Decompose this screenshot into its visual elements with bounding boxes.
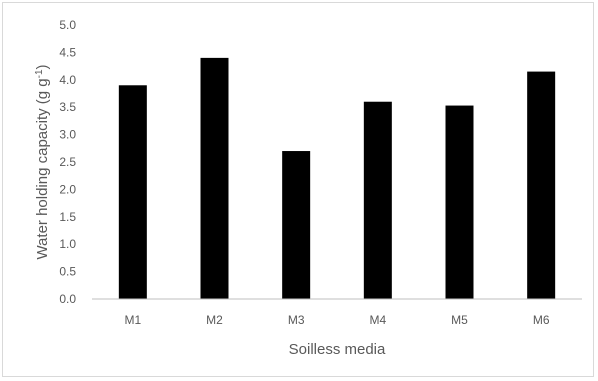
y-axis-ticks: 0.0 0.5 1.0 1.5 2.0 2.5 3.0 3.5 4.0 4.5 5.0 — [59, 18, 76, 306]
y-tick-label: 0.5 — [59, 265, 76, 279]
y-tick-label: 0.0 — [59, 292, 76, 306]
y-axis-title: Water holding capacity (g g-1) — [34, 64, 52, 259]
y-axis-title-main: Water holding capacity (g g — [34, 78, 51, 259]
y-tick-label: 2.5 — [59, 155, 76, 169]
bar-m6 — [527, 71, 556, 299]
bar-m5 — [445, 105, 474, 299]
bars — [118, 57, 556, 299]
y-axis-title-suffix: ) — [34, 64, 51, 69]
x-tick-label: M2 — [206, 313, 223, 327]
x-axis-ticks: M1 M2 M3 M4 M5 M6 — [124, 313, 549, 327]
x-axis-title: Soilless media — [289, 341, 386, 358]
bar-m1 — [118, 85, 147, 299]
y-tick-label: 2.0 — [59, 182, 76, 196]
x-tick-label: M5 — [451, 313, 468, 327]
x-tick-label: M4 — [369, 313, 386, 327]
y-tick-label: 5.0 — [59, 18, 76, 32]
y-tick-label: 1.5 — [59, 210, 76, 224]
bar-m4 — [363, 101, 392, 299]
y-tick-label: 4.5 — [59, 45, 76, 59]
bar-m3 — [282, 151, 311, 299]
x-tick-label: M6 — [533, 313, 550, 327]
y-tick-label: 3.0 — [59, 128, 76, 142]
y-tick-label: 1.0 — [59, 237, 76, 251]
x-tick-label: M3 — [288, 313, 305, 327]
y-tick-label: 4.0 — [59, 73, 76, 87]
x-tick-label: M1 — [124, 313, 141, 327]
y-tick-label: 3.5 — [59, 100, 76, 114]
y-axis-title-superscript: -1 — [34, 69, 45, 78]
bar-m2 — [200, 57, 229, 299]
